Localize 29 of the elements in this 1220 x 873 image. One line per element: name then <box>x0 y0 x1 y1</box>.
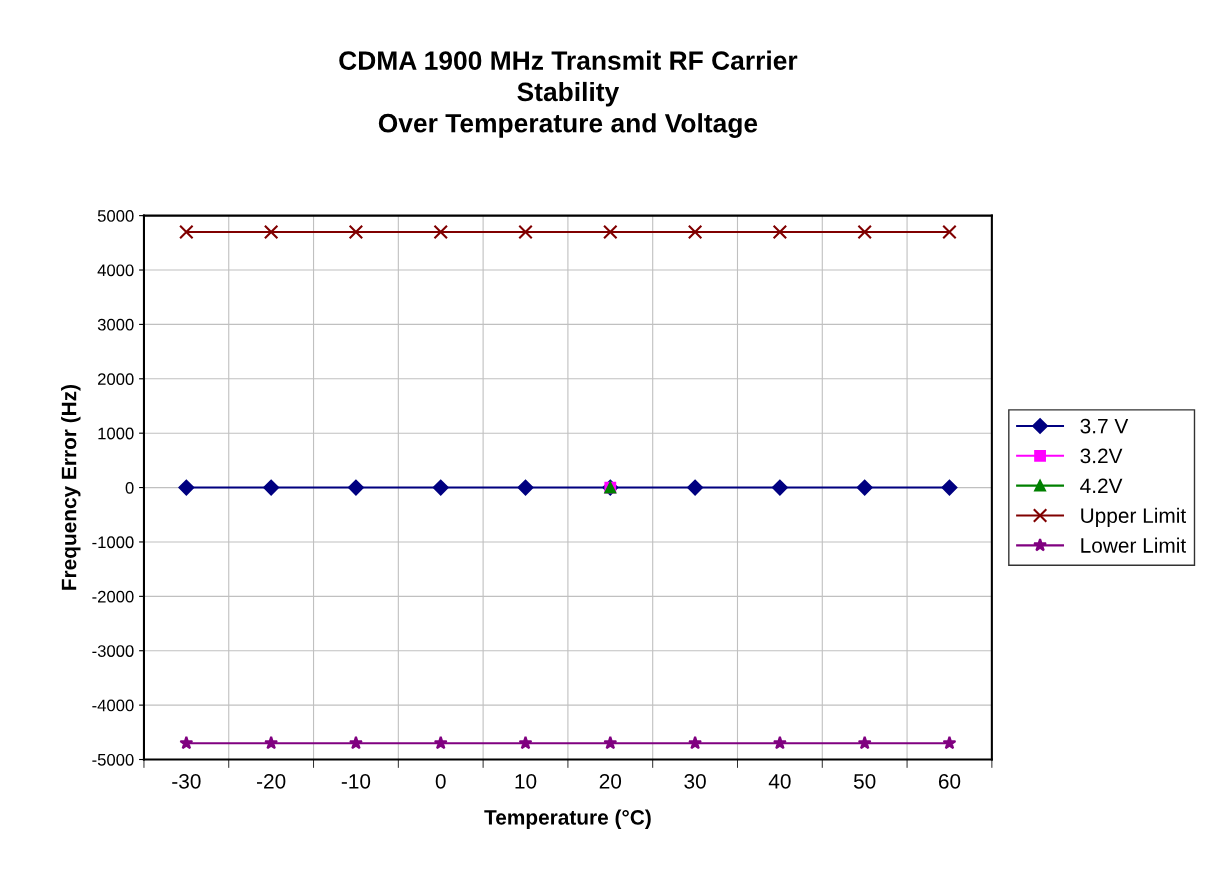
y-tick-label: -1000 <box>92 536 134 549</box>
y-tick-label: -2000 <box>92 590 134 603</box>
chart-title: CDMA 1900 MHz Transmit RF Carrier Stability Over Temperature and Voltage <box>339 50 798 138</box>
y-tick-label: 4000 <box>97 264 134 277</box>
legend-label: 3.2V <box>1080 448 1123 464</box>
y-tick-label: 2000 <box>98 373 134 385</box>
x-tick-label: 40 <box>768 773 791 789</box>
y-tick-label: 3000 <box>97 318 134 331</box>
y-tick-label: -4000 <box>92 699 134 712</box>
x-tick-label: 20 <box>599 773 622 789</box>
x-tick-label: 60 <box>938 773 961 789</box>
x-tick-label: -30 <box>172 773 201 789</box>
y-tick-label: 5000 <box>97 210 134 222</box>
y-axis-title: Frequency Error (Hz) <box>61 385 81 590</box>
x-tick-label: 0 <box>435 773 446 789</box>
x-axis-title: Temperature (°C) <box>484 809 651 829</box>
x-tick-label: -20 <box>257 773 286 789</box>
y-tick-label: -3000 <box>92 645 134 657</box>
legend-label: 4.2V <box>1080 478 1123 493</box>
y-tick-label: 0 <box>125 481 134 494</box>
x-tick-label: 10 <box>515 773 537 789</box>
legend-label: 3.7 V <box>1080 418 1129 434</box>
legend-label: Lower Limit <box>1081 537 1187 553</box>
y-tick-label: 1000 <box>98 427 134 440</box>
x-tick-label: -10 <box>341 773 371 789</box>
x-tick-label: 30 <box>684 773 706 789</box>
legend-label: Upper Limit <box>1081 507 1187 528</box>
y-tick-label: -5000 <box>92 753 134 766</box>
x-tick-label: 50 <box>853 773 876 789</box>
